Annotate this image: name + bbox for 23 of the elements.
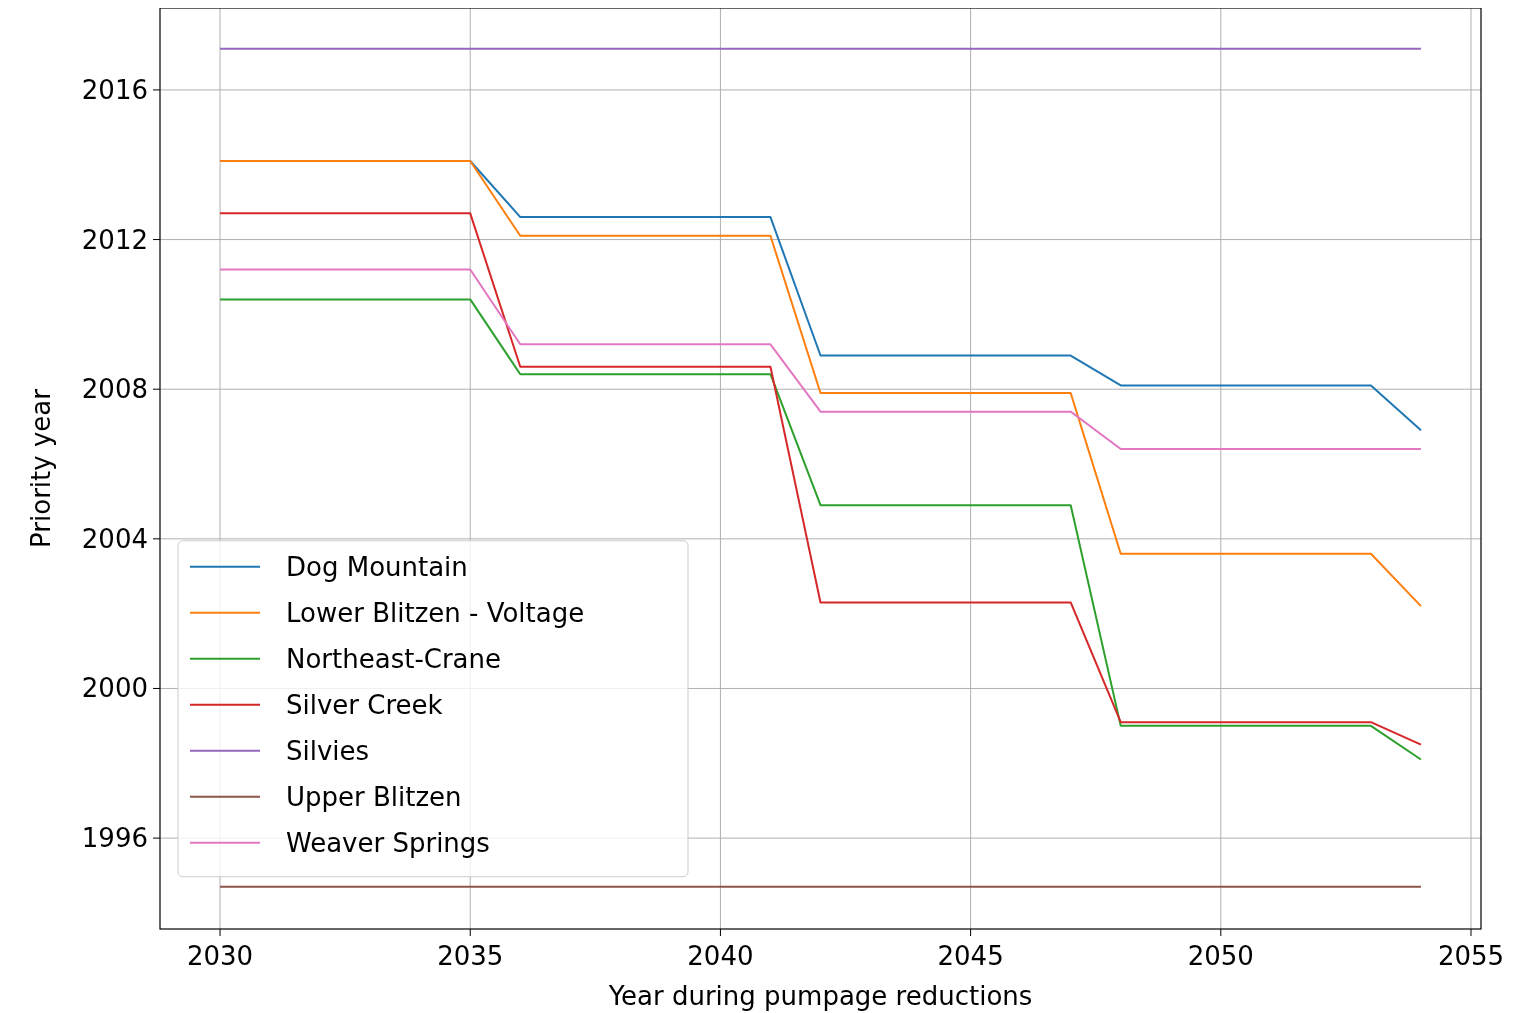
x-tick-label: 2030 (186, 941, 254, 971)
legend-label: Silver Creek (286, 689, 443, 720)
y-axis-title: Priority year (26, 388, 56, 548)
x-axis-title: Year during pumpage reductions (607, 981, 1033, 1011)
y-tick-label: 2012 (81, 224, 148, 255)
y-tick-label: 2008 (81, 374, 148, 405)
y-tick-label: 2016 (81, 74, 148, 105)
legend-label: Upper Blitzen (286, 781, 462, 812)
legend-label: Northeast-Crane (286, 643, 502, 674)
x-tick-label: 2040 (687, 941, 754, 971)
legend-label: Weaver Springs (286, 827, 490, 858)
x-tick-label: 2035 (437, 941, 504, 971)
x-tick-label: 2055 (1437, 941, 1505, 971)
line-series (219, 268, 1422, 451)
y-tick-label: 2000 (81, 673, 148, 704)
y-tick-label: 2004 (81, 523, 148, 554)
line-series (219, 298, 1422, 761)
x-tick-label: 2050 (1187, 941, 1254, 971)
x-tick-label: 2045 (937, 941, 1004, 971)
y-tick-label: 1996 (81, 823, 148, 854)
legend-label: Lower Blitzen - Voltage (286, 597, 585, 628)
legend-label: Silvies (286, 735, 370, 766)
legend-label: Dog Mountain (286, 551, 468, 582)
